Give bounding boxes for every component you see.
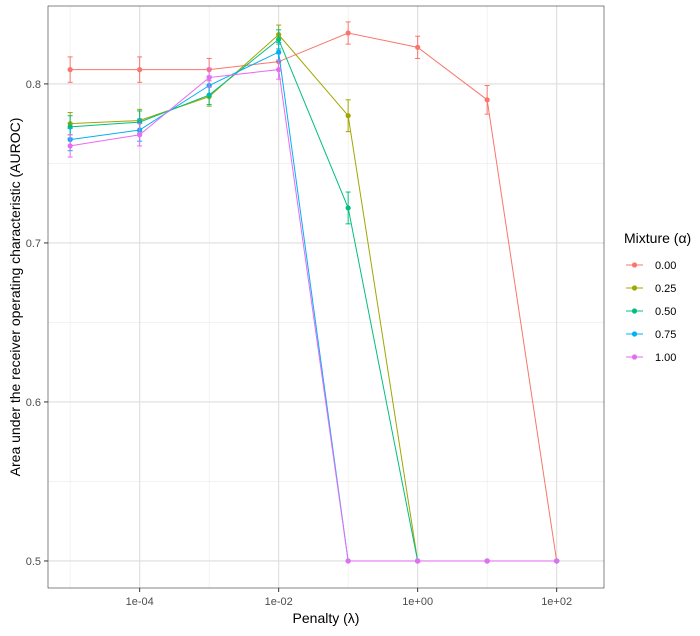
legend-key-point xyxy=(631,285,638,291)
data-point xyxy=(345,205,351,211)
data-point xyxy=(554,558,560,564)
y-axis-ticks: 0.5 0.6 0.7 0.8 xyxy=(26,79,48,568)
legend-label: 0.25 xyxy=(655,283,676,295)
legend-key-point xyxy=(631,308,638,314)
data-point xyxy=(415,558,421,564)
y-axis-title: Area under the receiver operating charac… xyxy=(7,118,23,477)
data-point xyxy=(137,132,143,138)
data-point xyxy=(276,67,282,73)
data-point xyxy=(67,67,73,73)
data-point xyxy=(276,36,282,42)
legend-title: Mixture (α) xyxy=(624,230,691,246)
data-point xyxy=(484,558,490,564)
legend-label: 0.00 xyxy=(655,260,676,272)
data-point xyxy=(484,97,490,103)
y-tick-label: 0.8 xyxy=(26,79,41,91)
legend-item-1.00: 1.00 xyxy=(626,352,676,364)
legend: Mixture (α) 0.00 0.25 0.50 0.75 1.00 xyxy=(624,230,691,364)
x-tick-label: 1e-04 xyxy=(126,596,154,608)
plot-border xyxy=(47,5,605,589)
x-axis-title: Penalty (λ) xyxy=(293,610,360,626)
plot-panel xyxy=(48,6,604,588)
x-tick-label: 1e+00 xyxy=(402,596,433,608)
data-point xyxy=(345,558,351,564)
series-line xyxy=(70,32,558,562)
y-tick-label: 0.7 xyxy=(26,238,41,250)
y-tick-label: 0.5 xyxy=(26,556,41,568)
legend-item-0.50: 0.50 xyxy=(626,306,676,318)
series-layer xyxy=(67,21,560,564)
x-tick-label: 1e-02 xyxy=(265,596,293,608)
data-point xyxy=(345,30,351,36)
data-point xyxy=(67,143,73,149)
legend-key-point xyxy=(631,262,638,268)
legend-key-point xyxy=(631,354,638,360)
series-1.00 xyxy=(67,59,560,564)
x-tick-label: 1e+02 xyxy=(541,596,572,608)
legend-label: 1.00 xyxy=(655,352,676,364)
data-point xyxy=(206,74,212,81)
legend-label: 0.50 xyxy=(655,306,676,318)
x-axis-ticks: 1e-04 1e-02 1e+00 1e+02 xyxy=(126,588,572,608)
legend-item-0.25: 0.25 xyxy=(626,283,676,295)
data-point xyxy=(276,49,282,55)
y-tick-label: 0.6 xyxy=(26,397,41,409)
data-point xyxy=(137,67,143,73)
legend-item-0.75: 0.75 xyxy=(626,329,676,341)
series-line xyxy=(70,69,557,562)
legend-label: 0.75 xyxy=(655,329,676,341)
legend-item-0.00: 0.00 xyxy=(626,260,676,272)
series-0.00 xyxy=(67,21,560,564)
data-point xyxy=(415,44,421,50)
legend-key-point xyxy=(631,331,638,337)
data-point xyxy=(345,113,351,119)
